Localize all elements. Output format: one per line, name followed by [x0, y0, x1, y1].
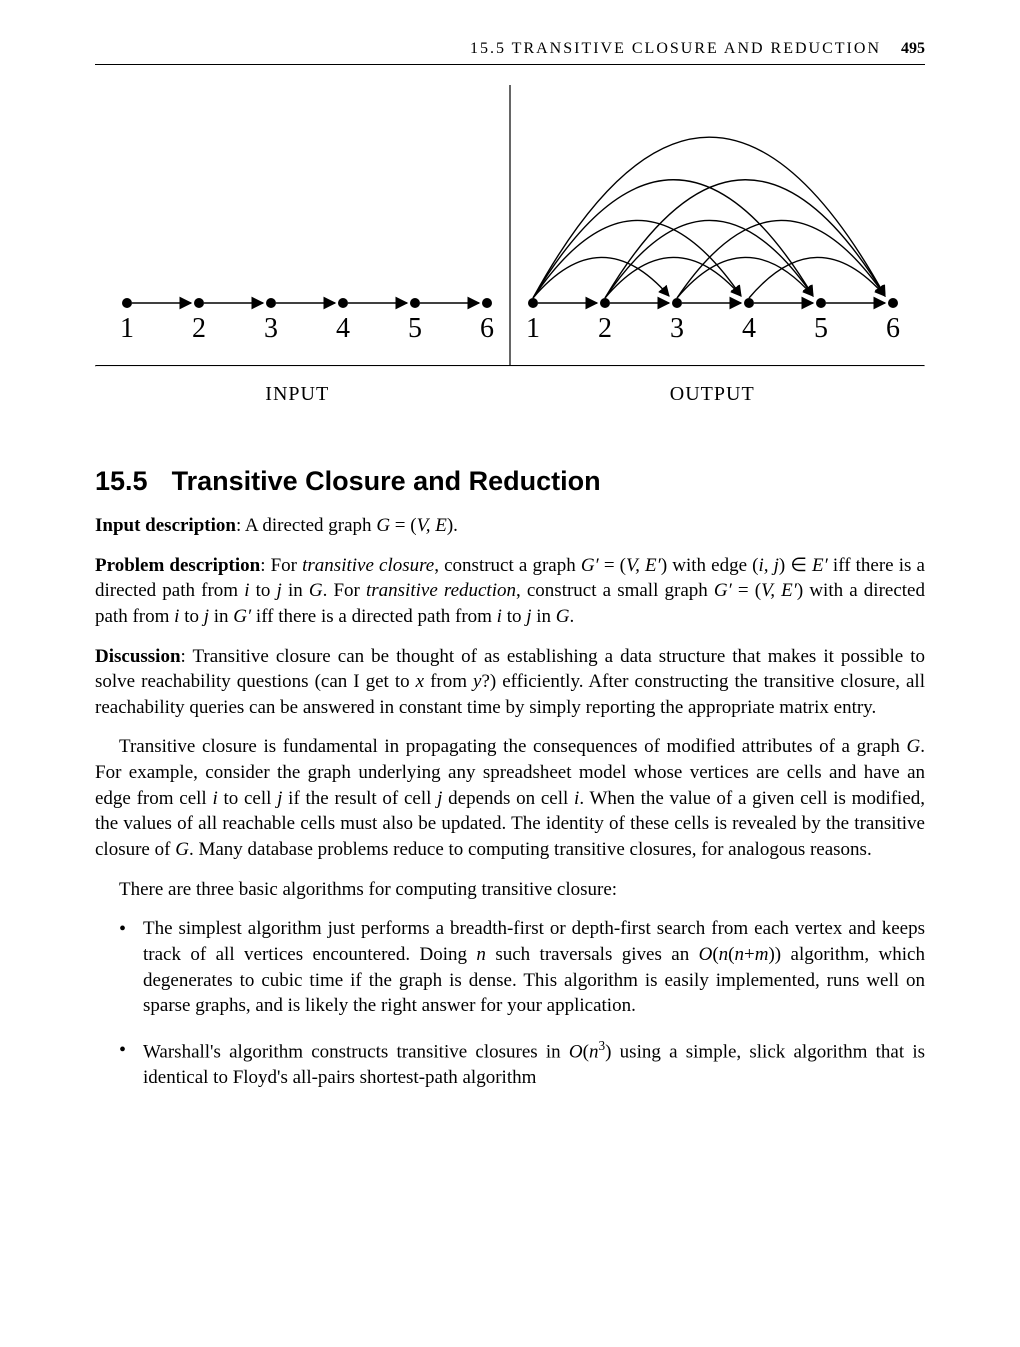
svg-text:4: 4	[742, 313, 756, 344]
figure-diagram: 1 2 3 4 5 6 1 2 3 4 5 6 INPUT OUTPUT	[95, 85, 925, 436]
algorithm-list: The simplest algorithm just performs a b…	[95, 916, 925, 1090]
svg-text:3: 3	[264, 313, 278, 344]
list-item: The simplest algorithm just performs a b…	[143, 916, 925, 1019]
list-item: Warshall's algorithm constructs transiti…	[143, 1037, 925, 1091]
figure-input-label: INPUT	[265, 383, 329, 406]
svg-text:5: 5	[814, 313, 828, 344]
input-desc-label: Input description	[95, 515, 236, 536]
svg-text:2: 2	[598, 313, 612, 344]
svg-text:2: 2	[192, 313, 206, 344]
svg-text:6: 6	[886, 313, 900, 344]
svg-text:4: 4	[336, 313, 350, 344]
svg-text:6: 6	[480, 313, 494, 344]
page-header: 15.5 TRANSITIVE CLOSURE AND REDUCTION 49…	[95, 40, 925, 65]
input-description: Input description: A directed graph G = …	[95, 513, 925, 539]
svg-text:1: 1	[526, 313, 540, 344]
figure-output-label: OUTPUT	[670, 383, 755, 406]
problem-desc-label: Problem description	[95, 555, 260, 576]
body-para-3: There are three basic algorithms for com…	[95, 877, 925, 903]
discussion-para: Discussion: Transitive closure can be th…	[95, 644, 925, 721]
section-number: 15.5	[95, 466, 148, 496]
header-page-number: 495	[901, 40, 925, 57]
transitive-closure-diagram: 1 2 3 4 5 6 1 2 3 4 5 6	[95, 85, 925, 365]
body-para-2: Transitive closure is fundamental in pro…	[95, 734, 925, 862]
section-title-text: Transitive Closure and Reduction	[172, 466, 601, 496]
input-desc-text: : A directed graph G = (V, E).	[236, 515, 458, 536]
svg-text:5: 5	[408, 313, 422, 344]
header-section-ref: 15.5 TRANSITIVE CLOSURE AND REDUCTION	[470, 40, 881, 57]
discussion-label: Discussion	[95, 646, 181, 667]
section-heading: 15.5 Transitive Closure and Reduction	[95, 466, 925, 497]
svg-text:3: 3	[670, 313, 684, 344]
svg-text:1: 1	[120, 313, 134, 344]
problem-description: Problem description: For transitive clos…	[95, 553, 925, 630]
discussion-text: : Transitive closure can be thought of a…	[95, 646, 925, 718]
